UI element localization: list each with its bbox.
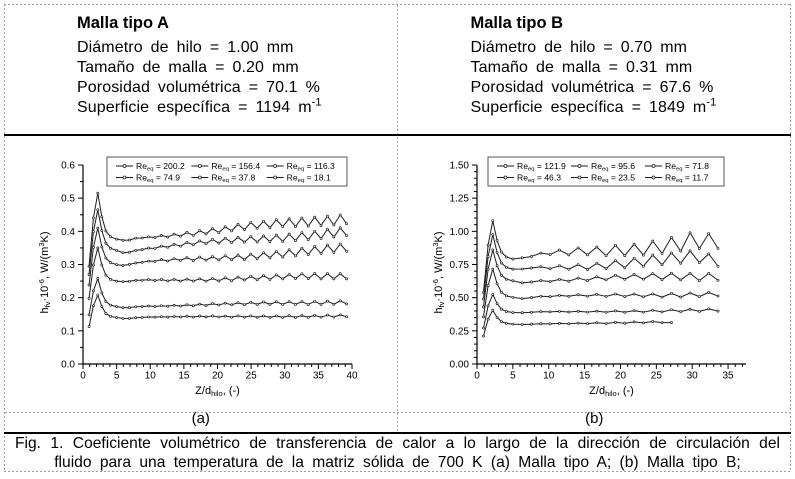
svg-text:15: 15 [579, 371, 591, 382]
spec-line-porosidad-b: Porosidad volumétrica = 67.6 % [470, 78, 714, 96]
svg-text:hfv·10-6, W/(m3K): hfv·10-6, W/(m3K) [37, 232, 52, 314]
svg-text:Reeq = 156.4: Reeq = 156.4 [211, 161, 260, 173]
svg-text:0.00: 0.00 [449, 360, 469, 371]
spec-cell-malla-a: Malla tipo A Diámetro de hilo = 1.00 mm … [4, 4, 398, 133]
spec-line-superficie-b: Superficie específica = 1849 m-1 [470, 96, 717, 117]
svg-text:35: 35 [722, 371, 734, 382]
caption-row: Fig. 1. Coeficiente volumétrico de trans… [4, 431, 791, 472]
svg-text:Reeq = 71.8: Reeq = 71.8 [665, 161, 709, 173]
svg-text:Reeq = 95.6: Reeq = 95.6 [591, 161, 635, 173]
svg-text:0: 0 [80, 371, 86, 382]
spec-line-diametro-b: Diámetro de hilo = 0.70 mm [470, 38, 688, 56]
spec-line-diametro-a: Diámetro de hilo = 1.00 mm [77, 38, 294, 56]
spec-line-porosidad-a: Porosidad volumétrica = 70.1 % [77, 78, 320, 96]
svg-text:25: 25 [246, 371, 258, 382]
svg-text:30: 30 [279, 371, 291, 382]
charts-row: 0.0 0.1 0.2 0.3 0.4 0.5 0.6 0 5 10 15 20 25 30 35 40 Z/d… [4, 133, 791, 409]
chart-cell-a: 0.0 0.1 0.2 0.3 0.4 0.5 0.6 0 5 10 15 20 25 30 35 40 Z/d… [4, 133, 398, 409]
spec-line-tamano-b: Tamaño de malla = 0.31 mm [470, 58, 693, 76]
svg-text:40: 40 [346, 371, 358, 382]
spec-title-malla-b: Malla tipo B [470, 14, 564, 32]
svg-text:Reeq = 23.5: Reeq = 23.5 [591, 173, 635, 185]
svg-text:Reeq = 37.8: Reeq = 37.8 [211, 173, 255, 185]
svg-text:5: 5 [510, 371, 516, 382]
svg-text:hfv·10-6, W/(m3K): hfv·10-6, W/(m3K) [430, 232, 445, 314]
svg-text:0.5: 0.5 [61, 194, 75, 205]
svg-text:Z/dhilo, (-): Z/dhilo, (-) [589, 385, 634, 398]
spec-line-superficie-a: Superficie específica = 1194 m-1 [77, 96, 322, 117]
svg-text:30: 30 [686, 371, 698, 382]
svg-text:1.50: 1.50 [449, 161, 469, 172]
svg-text:15: 15 [178, 371, 190, 382]
svg-text:35: 35 [313, 371, 325, 382]
svg-text:Reeq = 200.2: Reeq = 200.2 [136, 161, 185, 173]
svg-text:0.50: 0.50 [449, 294, 469, 305]
svg-text:0.3: 0.3 [61, 260, 75, 271]
specs-row: Malla tipo A Diámetro de hilo = 1.00 mm … [4, 4, 791, 133]
panel-label-b: (b) [585, 410, 604, 428]
svg-text:10: 10 [145, 371, 157, 382]
chart-cell-b: 0.00 0.25 0.50 0.75 1.00 1.25 1.50 0 5 10 15 20 25 30… [398, 133, 792, 409]
svg-text:Reeq = 74.9: Reeq = 74.9 [136, 173, 180, 185]
svg-text:0.25: 0.25 [449, 327, 469, 338]
chart-malla-a: 0.0 0.1 0.2 0.3 0.4 0.5 0.6 0 5 10 15 20 25 30 35 40 Z/d… [37, 156, 358, 399]
figure-table: Malla tipo A Diámetro de hilo = 1.00 mm … [4, 4, 791, 472]
svg-text:10: 10 [543, 371, 555, 382]
svg-text:Reeq = 121.9: Reeq = 121.9 [517, 161, 566, 173]
svg-text:20: 20 [614, 371, 626, 382]
panel-labels-row: (a) (b) [4, 409, 791, 431]
svg-text:20: 20 [212, 371, 224, 382]
svg-text:5: 5 [114, 371, 120, 382]
svg-text:Reeq = 46.3: Reeq = 46.3 [517, 173, 561, 185]
svg-text:25: 25 [650, 371, 662, 382]
svg-text:0.1: 0.1 [61, 327, 75, 338]
svg-text:0: 0 [474, 371, 480, 382]
svg-text:0.4: 0.4 [61, 227, 75, 238]
svg-text:1.25: 1.25 [449, 194, 469, 205]
svg-text:Reeq = 18.1: Reeq = 18.1 [287, 173, 331, 185]
svg-text:0.6: 0.6 [61, 161, 75, 172]
spec-block-malla-b: Malla tipo B Diámetro de hilo = 0.70 mm … [398, 4, 792, 118]
svg-text:0.0: 0.0 [61, 360, 75, 371]
chart-malla-b: 0.00 0.25 0.50 0.75 1.00 1.25 1.50 0 5 10 15 20 25 30… [430, 156, 746, 399]
svg-text:Reeq = 116.3: Reeq = 116.3 [287, 161, 335, 173]
spec-title-malla-a: Malla tipo A [77, 14, 169, 32]
svg-text:Reeq = 11.7: Reeq = 11.7 [665, 173, 709, 185]
spec-line-tamano-a: Tamaño de malla = 0.20 mm [77, 58, 299, 76]
svg-text:0.75: 0.75 [449, 260, 469, 271]
panel-label-a: (a) [191, 410, 210, 428]
svg-text:0.2: 0.2 [61, 294, 75, 305]
spec-cell-malla-b: Malla tipo B Diámetro de hilo = 0.70 mm … [398, 4, 792, 133]
figure-caption: Fig. 1. Coeficiente volumétrico de trans… [15, 435, 780, 471]
spec-block-malla-a: Malla tipo A Diámetro de hilo = 1.00 mm … [4, 4, 398, 118]
svg-text:1.00: 1.00 [449, 227, 469, 238]
svg-text:Z/dhilo, (-): Z/dhilo, (-) [195, 385, 240, 398]
